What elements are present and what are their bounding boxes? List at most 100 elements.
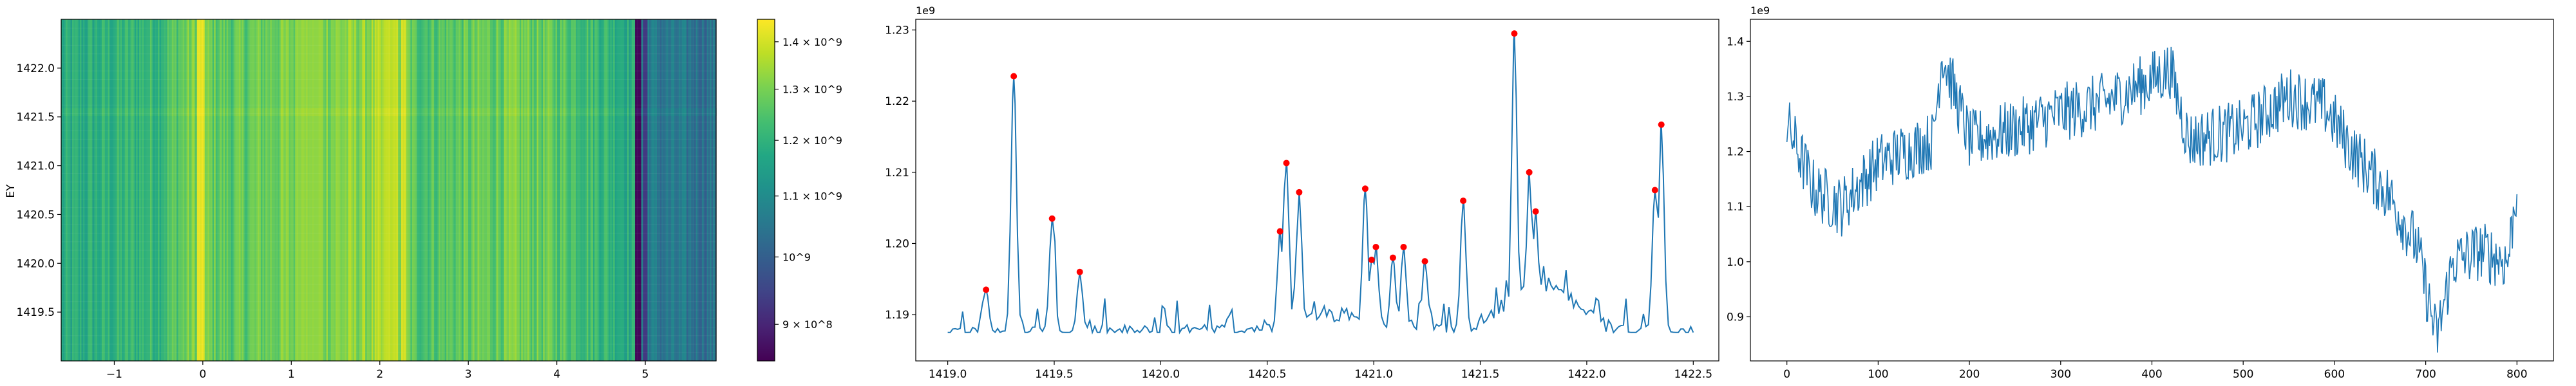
heatmap-band-cell: [340, 108, 343, 116]
heatmap-band-cell: [524, 108, 527, 116]
heatmap-band-cell: [441, 108, 444, 116]
heatmap-column: [147, 19, 149, 361]
heatmap-column: [526, 19, 528, 361]
heatmap-band-cell: [633, 108, 636, 116]
heatmap-band-cell: [103, 108, 106, 116]
heatmap-band-cell: [289, 108, 291, 116]
heatmap-column: [190, 19, 193, 361]
heatmap-band-cell: [600, 108, 603, 116]
heatmap-column: [281, 19, 283, 361]
heatmap-column: [263, 19, 266, 361]
heatmap-column: [625, 19, 628, 361]
heatmap-column: [430, 19, 433, 361]
heatmap-column: [252, 19, 255, 361]
heatmap-band-cell: [211, 108, 213, 116]
heatmap-band-cell: [100, 108, 102, 116]
heatmap-column: [88, 19, 90, 361]
heatmap-column: [242, 19, 244, 361]
heatmap-band-cell: [474, 108, 477, 116]
heatmap-column: [692, 19, 695, 361]
heatmap-band-cell: [705, 108, 708, 116]
heatmap-band-cell: [337, 108, 339, 116]
heatmap-column: [220, 19, 223, 361]
colorbar-tick-label: 1.3 × 10^9: [782, 84, 842, 96]
heatmap-column: [555, 19, 558, 361]
heatmap-column: [603, 19, 606, 361]
heatmap-column: [408, 19, 411, 361]
heatmap-band-cell: [489, 108, 492, 116]
heatmap-column: [558, 19, 561, 361]
series-x-axis: 0 100 200 300 400 500 600 700 800: [1783, 361, 2528, 381]
heatmap-row-stripe: [61, 266, 716, 268]
heatmap-band-cell: [703, 108, 706, 116]
heatmap-column: [211, 19, 213, 361]
heatmap-column: [118, 19, 121, 361]
heatmap-band-cell: [243, 108, 246, 116]
heatmap-band-cell: [546, 108, 549, 116]
heatmap-column: [61, 19, 64, 361]
heatmap-band-cell: [355, 108, 358, 116]
heatmap-band-cell: [713, 108, 715, 116]
heatmap-band-cell: [508, 108, 511, 116]
heatmap-band-cell: [108, 108, 110, 116]
heatmap-band-cell: [240, 108, 243, 116]
heatmap-column: [384, 19, 386, 361]
heatmap-column: [567, 19, 570, 361]
heatmap-column: [511, 19, 514, 361]
heatmap-band-cell: [714, 108, 717, 116]
heatmap-column: [566, 19, 569, 361]
heatmap-band-cell: [229, 108, 232, 116]
heatmap-column: [234, 19, 236, 361]
heatmap-band-cell: [345, 108, 347, 116]
heatmap-column: [508, 19, 511, 361]
heatmap-column: [80, 19, 82, 361]
heatmap-column: [354, 19, 357, 361]
heatmap-row-stripe: [61, 301, 716, 302]
heatmap-band-cell: [700, 108, 703, 116]
heatmap-column: [529, 19, 531, 361]
heatmap-column: [471, 19, 473, 361]
heatmap-band-cell: [284, 108, 287, 116]
heatmap-column: [562, 19, 564, 361]
heatmap-column: [352, 19, 355, 361]
heatmap-column: [518, 19, 520, 361]
heatmap-column: [437, 19, 439, 361]
heatmap-band-cell: [193, 108, 196, 116]
heatmap-x-tick-label: 5: [642, 368, 649, 381]
peaks-x-tick-label: 1420.0: [1142, 368, 1180, 381]
heatmap-column: [547, 19, 550, 361]
heatmap-column: [533, 19, 536, 361]
heatmap-column: [607, 19, 609, 361]
heatmap-column: [245, 19, 247, 361]
heatmap-band-cell: [706, 108, 709, 116]
heatmap-column: [125, 19, 128, 361]
heatmap-row-stripe: [61, 147, 716, 149]
peaks-y-tick-label: 1.20: [885, 237, 909, 250]
heatmap-band-cell: [131, 108, 133, 116]
heatmap-band-cell: [92, 108, 95, 116]
heatmap-column: [185, 19, 188, 361]
heatmap-band-cell: [274, 108, 277, 116]
heatmap-column: [155, 19, 157, 361]
heatmap-column: [667, 19, 670, 361]
heatmap-column: [91, 19, 93, 361]
series-y-tick-label: 0.9: [1727, 311, 1744, 324]
peaks-plot-frame: [915, 19, 1719, 362]
heatmap-band-cell: [365, 108, 368, 116]
heatmap-column: [381, 19, 383, 361]
heatmap-column: [473, 19, 475, 361]
heatmap-band-cell: [192, 108, 194, 116]
peaks-x-tick-label: 1420.5: [1248, 368, 1286, 381]
series-x-tick-label: 200: [1959, 368, 1980, 381]
heatmap-column: [654, 19, 656, 361]
colorbar-tick-label: 1.1 × 10^9: [782, 190, 842, 203]
heatmap-band-cell: [437, 108, 439, 116]
heatmap-column: [510, 19, 513, 361]
heatmap-band-cell: [97, 108, 99, 116]
heatmap-column: [441, 19, 444, 361]
heatmap-band-cell: [173, 108, 176, 116]
heatmap-band-cell: [133, 108, 135, 116]
heatmap-band-cell: [106, 108, 109, 116]
series-x-tick-label: 300: [2050, 368, 2071, 381]
heatmap-band-cell: [134, 108, 137, 116]
